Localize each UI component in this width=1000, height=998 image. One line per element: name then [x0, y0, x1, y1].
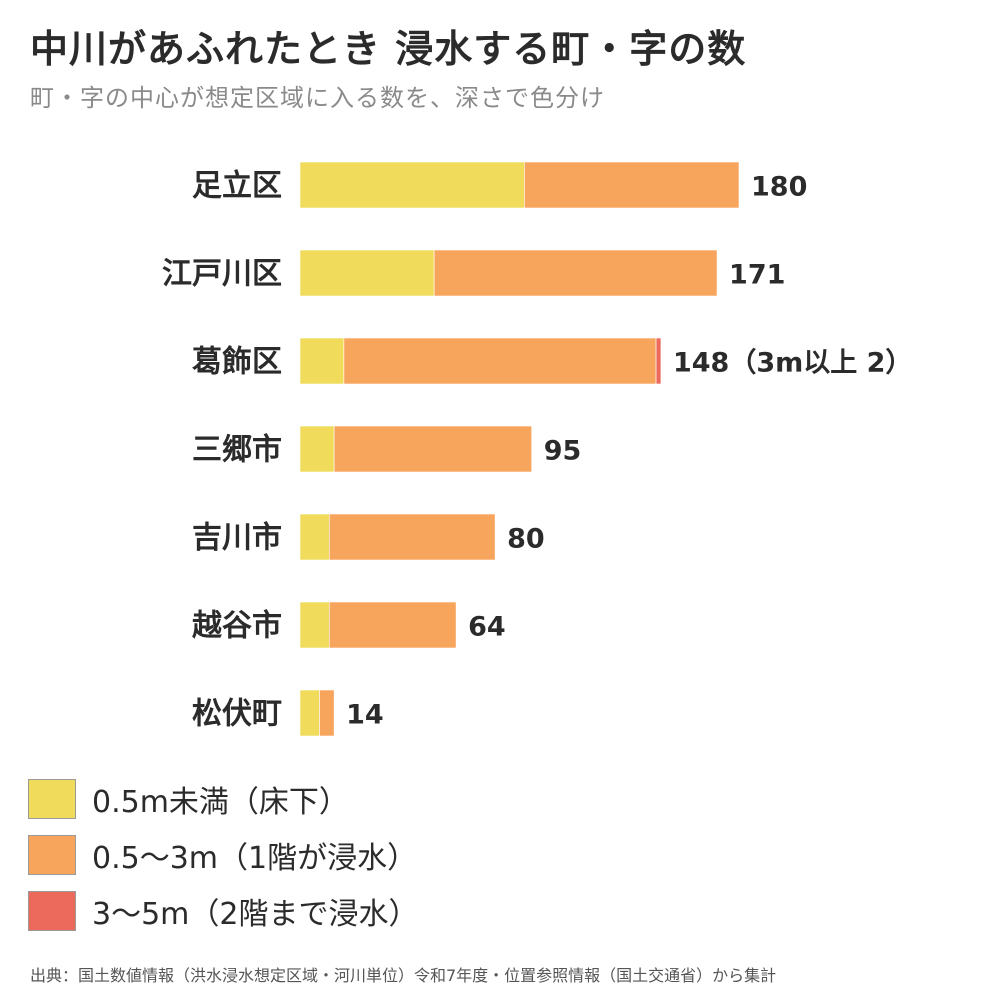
category-label: 越谷市: [192, 609, 282, 644]
chart-subtitle: 町・字の中心が想定区域に入る数を、深さで色分け: [30, 84, 605, 112]
value-label: 171: [729, 260, 785, 291]
value-label: 14: [346, 700, 384, 731]
bar-row: 三郷市 95: [192, 425, 582, 473]
value-label: 80: [507, 524, 545, 555]
bar-segment-medium: [319, 689, 335, 737]
category-label: 葛飾区: [191, 345, 282, 380]
bar-segment-shallow: [299, 689, 320, 737]
category-label: 足立区: [192, 169, 282, 204]
bar-segment-shallow: [299, 513, 330, 561]
legend-label-shallow: 0.5m未満（床下）: [92, 785, 349, 820]
bar-row: 松伏町 14: [192, 689, 384, 737]
legend-swatch-shallow: [28, 779, 76, 819]
category-label: 松伏町: [192, 697, 282, 732]
legend-item-medium: 0.5〜3m（1階が浸水）: [28, 834, 418, 876]
category-label: 三郷市: [192, 433, 282, 468]
legend-swatch-medium: [28, 835, 76, 875]
legend-label-deep: 3〜5m（2階まで浸水）: [92, 897, 419, 932]
bar-segment-medium: [328, 601, 457, 649]
bar-row: 吉川市 80: [192, 513, 545, 561]
bar-row: 足立区 180: [192, 161, 807, 209]
chart-title: 中川があふれたとき 浸水する町・字の数: [30, 27, 747, 71]
bar-row: 越谷市 64: [192, 601, 506, 649]
bar-segment-shallow: [299, 337, 345, 385]
bar-row: 江戸川区 171: [162, 249, 785, 297]
legend-item-shallow: 0.5m未満（床下）: [28, 778, 418, 820]
legend-label-medium: 0.5〜3m（1階が浸水）: [92, 841, 418, 876]
bar-chart: 足立区 180 江戸川区 171 葛飾区 148（3m以上 2） 三郷市 95 吉川市 80 越谷市…: [162, 161, 912, 737]
value-label: 180: [751, 172, 807, 203]
source-note: 出典：国土数値情報（洪水浸水想定区域・河川単位）令和7年度・位置参照情報（国土交…: [30, 966, 777, 985]
bar-segment-medium: [328, 513, 496, 561]
bar-segment-deep: [655, 337, 662, 385]
bar-segment-shallow: [299, 425, 335, 473]
bar-row: 葛飾区 148（3m以上 2）: [191, 337, 912, 385]
value-label: 95: [544, 436, 582, 467]
bar-segment-medium: [524, 161, 740, 209]
bar-segment-shallow: [299, 601, 330, 649]
legend: 0.5m未満（床下） 0.5〜3m（1階が浸水） 3〜5m（2階まで浸水）: [28, 778, 418, 946]
value-label: 64: [468, 612, 506, 643]
category-label: 吉川市: [192, 521, 282, 556]
legend-swatch-deep: [28, 891, 76, 931]
bar-segment-medium: [333, 425, 532, 473]
bar-segment-shallow: [299, 249, 435, 297]
bar-segment-shallow: [299, 161, 525, 209]
category-label: 江戸川区: [162, 257, 282, 292]
legend-item-deep: 3〜5m（2階まで浸水）: [28, 890, 418, 932]
bar-segment-medium: [343, 337, 657, 385]
value-label: 148（3m以上 2）: [673, 348, 912, 379]
bar-segment-medium: [433, 249, 718, 297]
